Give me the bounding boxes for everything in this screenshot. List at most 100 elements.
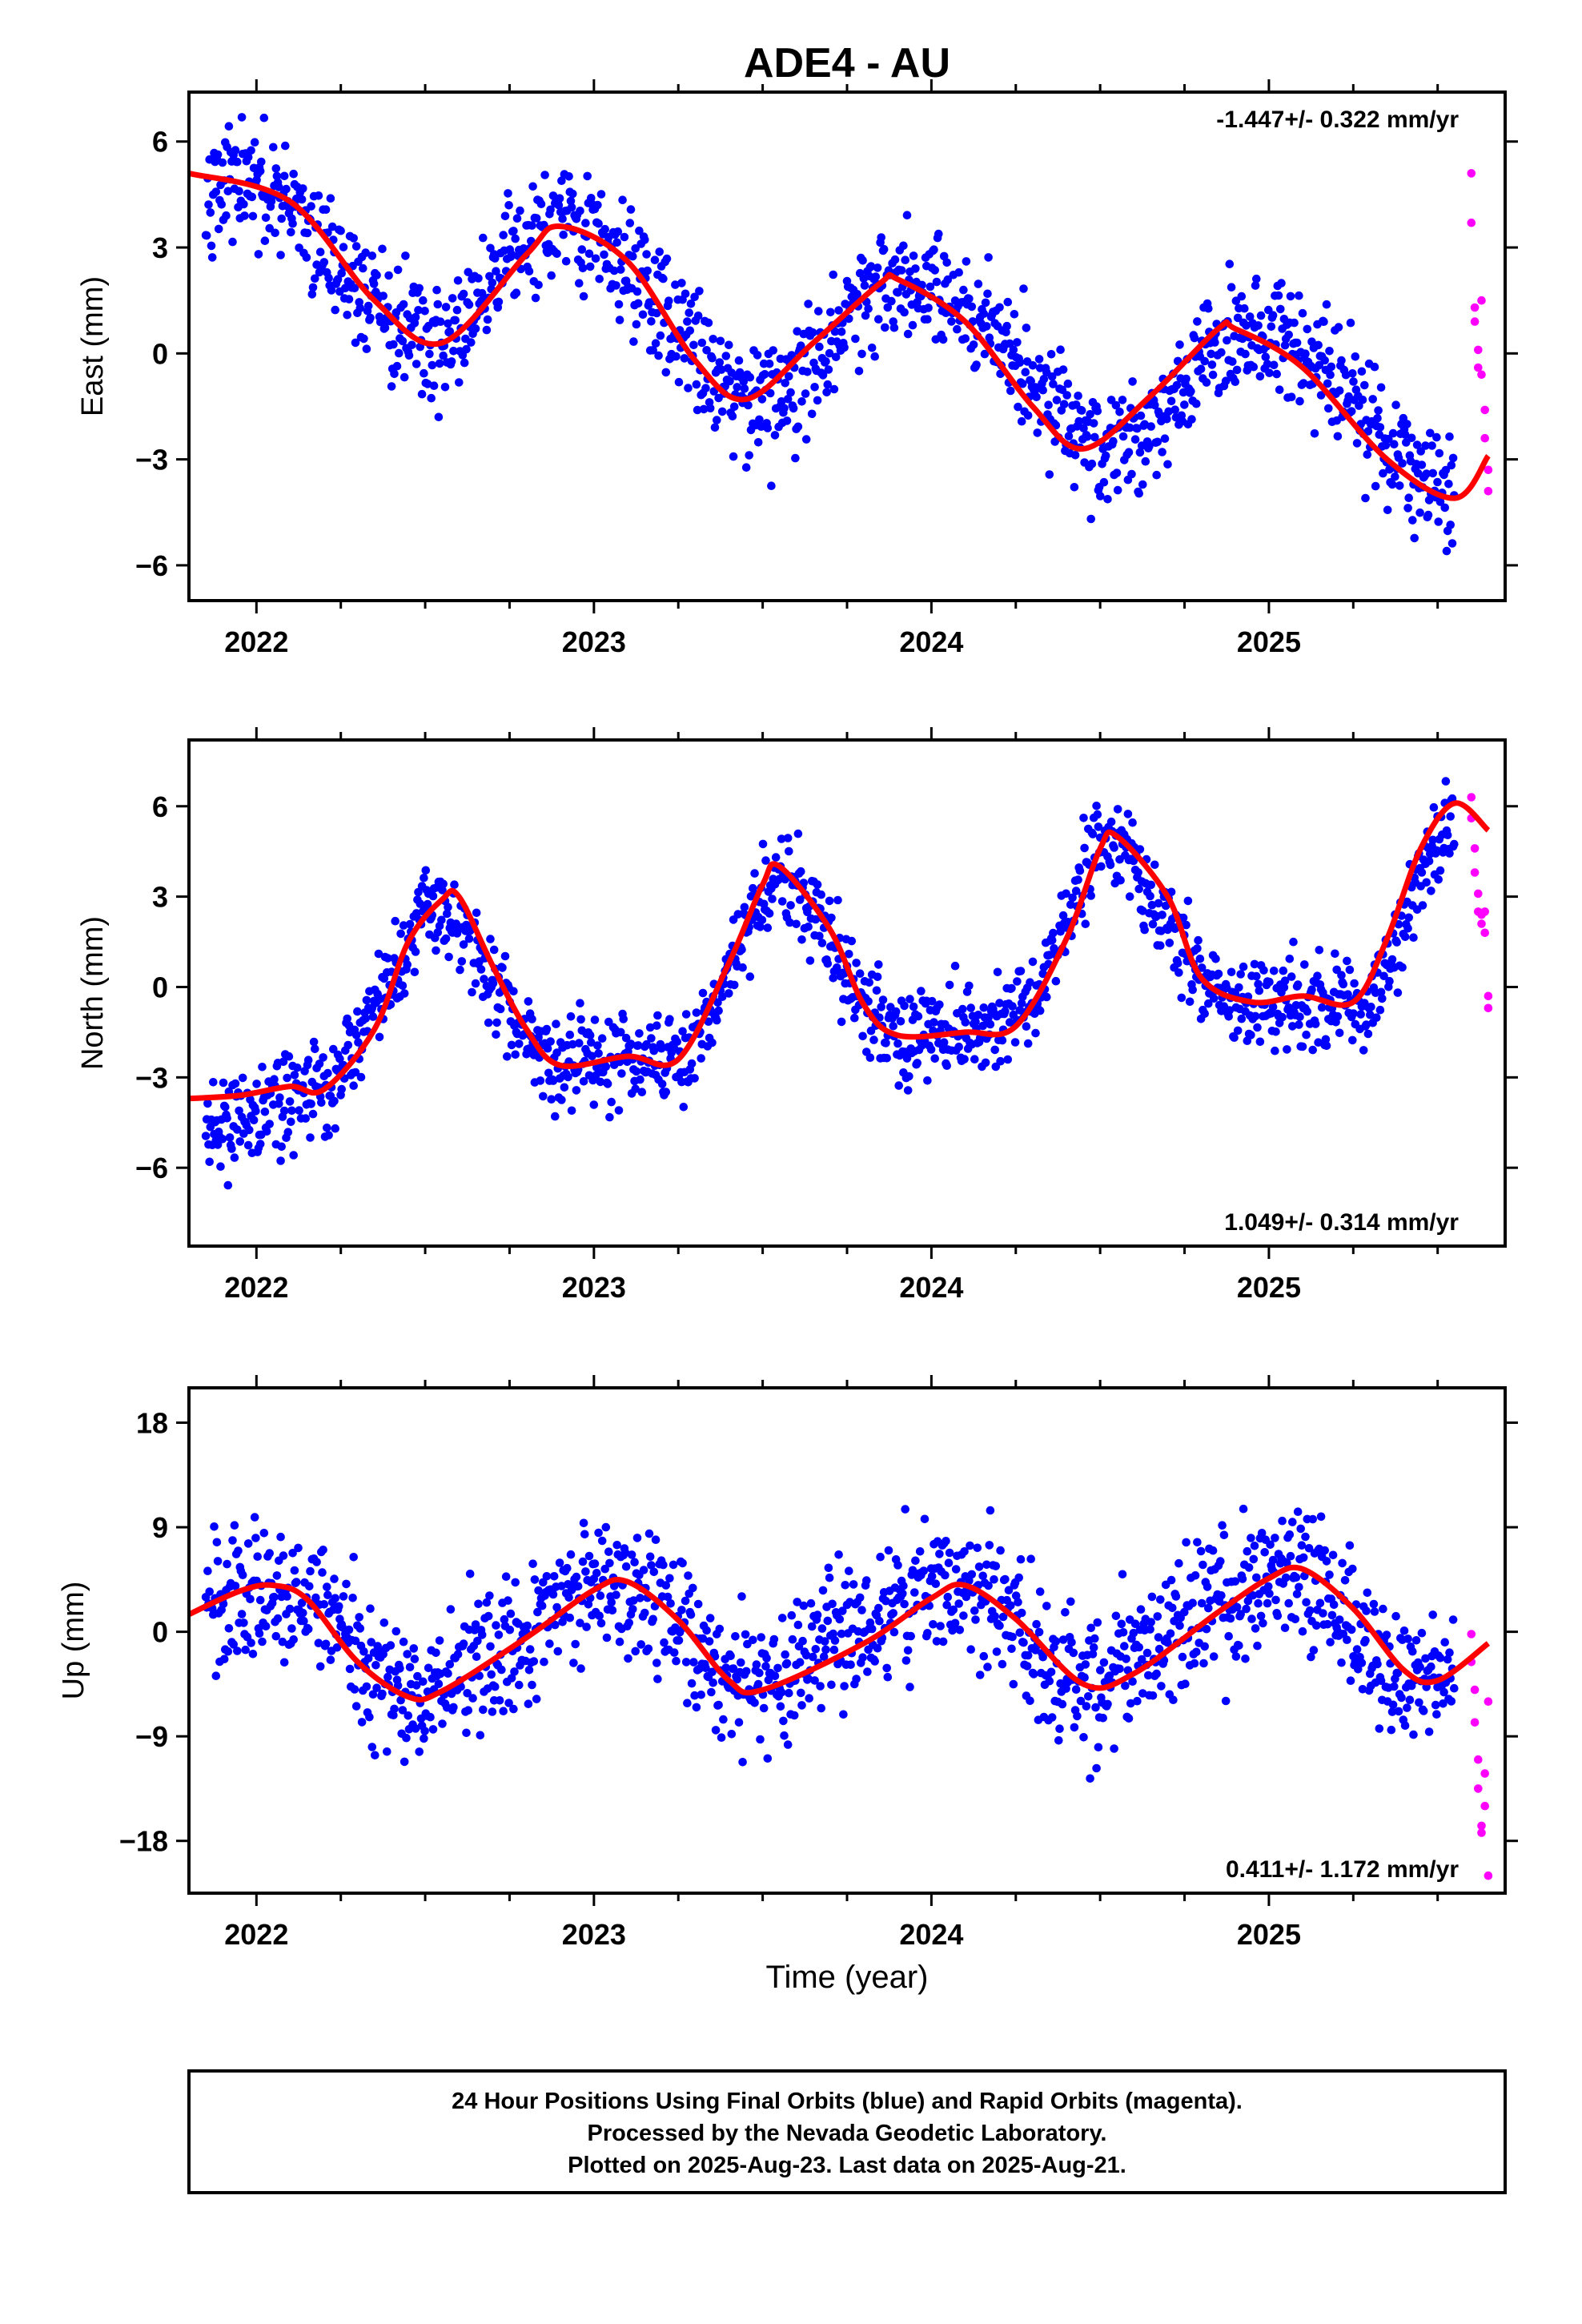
up-final-point: [344, 1625, 354, 1634]
east-final-point: [315, 247, 325, 257]
east-final-point: [739, 377, 749, 386]
up-final-point: [738, 1758, 747, 1767]
east-final-point: [864, 304, 873, 313]
east-x-tick-label: 2024: [899, 625, 963, 658]
north-final-point: [619, 1015, 628, 1023]
east-final-point: [528, 221, 536, 230]
up-final-point: [636, 1640, 645, 1649]
east-final-point: [654, 351, 663, 360]
up-final-point: [1248, 1590, 1257, 1600]
east-final-point: [866, 262, 876, 271]
east-final-point: [425, 349, 434, 359]
up-rapid-point: [1467, 1630, 1476, 1638]
north-final-point: [1348, 1035, 1357, 1045]
east-final-point: [488, 278, 497, 287]
north-final-point: [410, 967, 420, 977]
east-final-point: [662, 254, 672, 263]
north-final-point: [894, 1081, 903, 1090]
up-final-point: [342, 1579, 351, 1589]
up-final-point: [592, 1569, 601, 1578]
up-final-point: [640, 1608, 649, 1618]
up-final-point: [726, 1651, 735, 1661]
up-final-point: [692, 1703, 701, 1712]
east-final-point: [452, 305, 462, 315]
east-final-point: [900, 308, 909, 317]
up-final-point: [782, 1659, 792, 1668]
north-final-point: [657, 1080, 667, 1088]
east-final-point: [897, 266, 906, 275]
up-final-point: [1130, 1619, 1140, 1628]
north-final-point: [1404, 913, 1413, 923]
east-final-point: [789, 404, 798, 413]
up-final-point: [363, 1654, 373, 1663]
up-final-point: [608, 1606, 617, 1615]
up-final-point: [484, 1611, 493, 1621]
north-final-point: [412, 909, 421, 918]
east-final-point: [206, 208, 215, 217]
east-final-point: [652, 308, 661, 318]
east-final-point: [840, 343, 849, 352]
east-final-point: [428, 360, 437, 370]
up-final-point: [463, 1689, 472, 1698]
north-final-point: [361, 1014, 371, 1023]
north-final-point: [1140, 925, 1149, 935]
north-final-point: [971, 1017, 980, 1026]
up-final-point: [311, 1593, 320, 1602]
up-final-point: [1382, 1630, 1391, 1639]
north-final-point: [1279, 966, 1288, 975]
east-final-point: [303, 228, 312, 238]
east-final-point: [1422, 469, 1431, 478]
north-final-point: [647, 1034, 656, 1043]
east-final-point: [871, 272, 881, 281]
up-final-point: [1190, 1659, 1199, 1668]
up-final-point: [528, 1559, 537, 1568]
east-final-point: [414, 306, 423, 315]
north-final-point: [1062, 889, 1070, 899]
north-final-point: [1093, 810, 1102, 819]
up-final-point: [485, 1591, 494, 1600]
up-final-point: [889, 1609, 897, 1618]
east-final-point: [591, 254, 600, 263]
north-final-point: [486, 935, 495, 943]
east-final-point: [272, 171, 282, 181]
up-final-point: [797, 1701, 806, 1710]
east-final-point: [684, 384, 693, 392]
up-final-point: [954, 1599, 963, 1608]
east-final-point: [818, 371, 828, 380]
up-final-point: [1192, 1647, 1201, 1657]
north-final-point: [917, 987, 926, 995]
north-final-point: [593, 1041, 602, 1050]
north-final-point: [1066, 900, 1075, 909]
up-final-point: [1208, 1546, 1218, 1555]
north-final-point: [500, 951, 510, 961]
east-final-point: [419, 296, 428, 305]
up-final-point: [1431, 1700, 1440, 1710]
east-final-point: [612, 238, 621, 247]
east-final-point: [647, 317, 656, 326]
up-final-point: [949, 1605, 958, 1614]
up-final-point: [821, 1637, 829, 1646]
east-final-point: [1371, 481, 1380, 491]
up-final-point: [910, 1588, 919, 1597]
east-final-point: [1435, 497, 1445, 506]
east-final-point: [260, 236, 270, 246]
up-final-point: [595, 1611, 604, 1620]
north-final-point: [1422, 878, 1431, 887]
north-final-point: [1337, 971, 1346, 979]
east-final-point: [453, 276, 463, 285]
up-final-point: [1327, 1610, 1337, 1620]
east-final-point: [1207, 360, 1217, 369]
east-final-point: [674, 377, 684, 387]
east-final-point: [823, 380, 833, 389]
east-final-point: [1134, 489, 1143, 498]
north-final-point: [233, 1125, 242, 1134]
up-final-point: [734, 1718, 744, 1727]
north-final-point: [568, 1039, 577, 1049]
east-final-point: [307, 290, 317, 299]
up-final-point: [1168, 1603, 1177, 1613]
up-final-point: [846, 1660, 855, 1669]
up-final-point: [1017, 1608, 1026, 1618]
up-final-point: [1026, 1554, 1035, 1563]
up-final-point: [319, 1600, 329, 1609]
up-final-point: [1400, 1721, 1410, 1730]
